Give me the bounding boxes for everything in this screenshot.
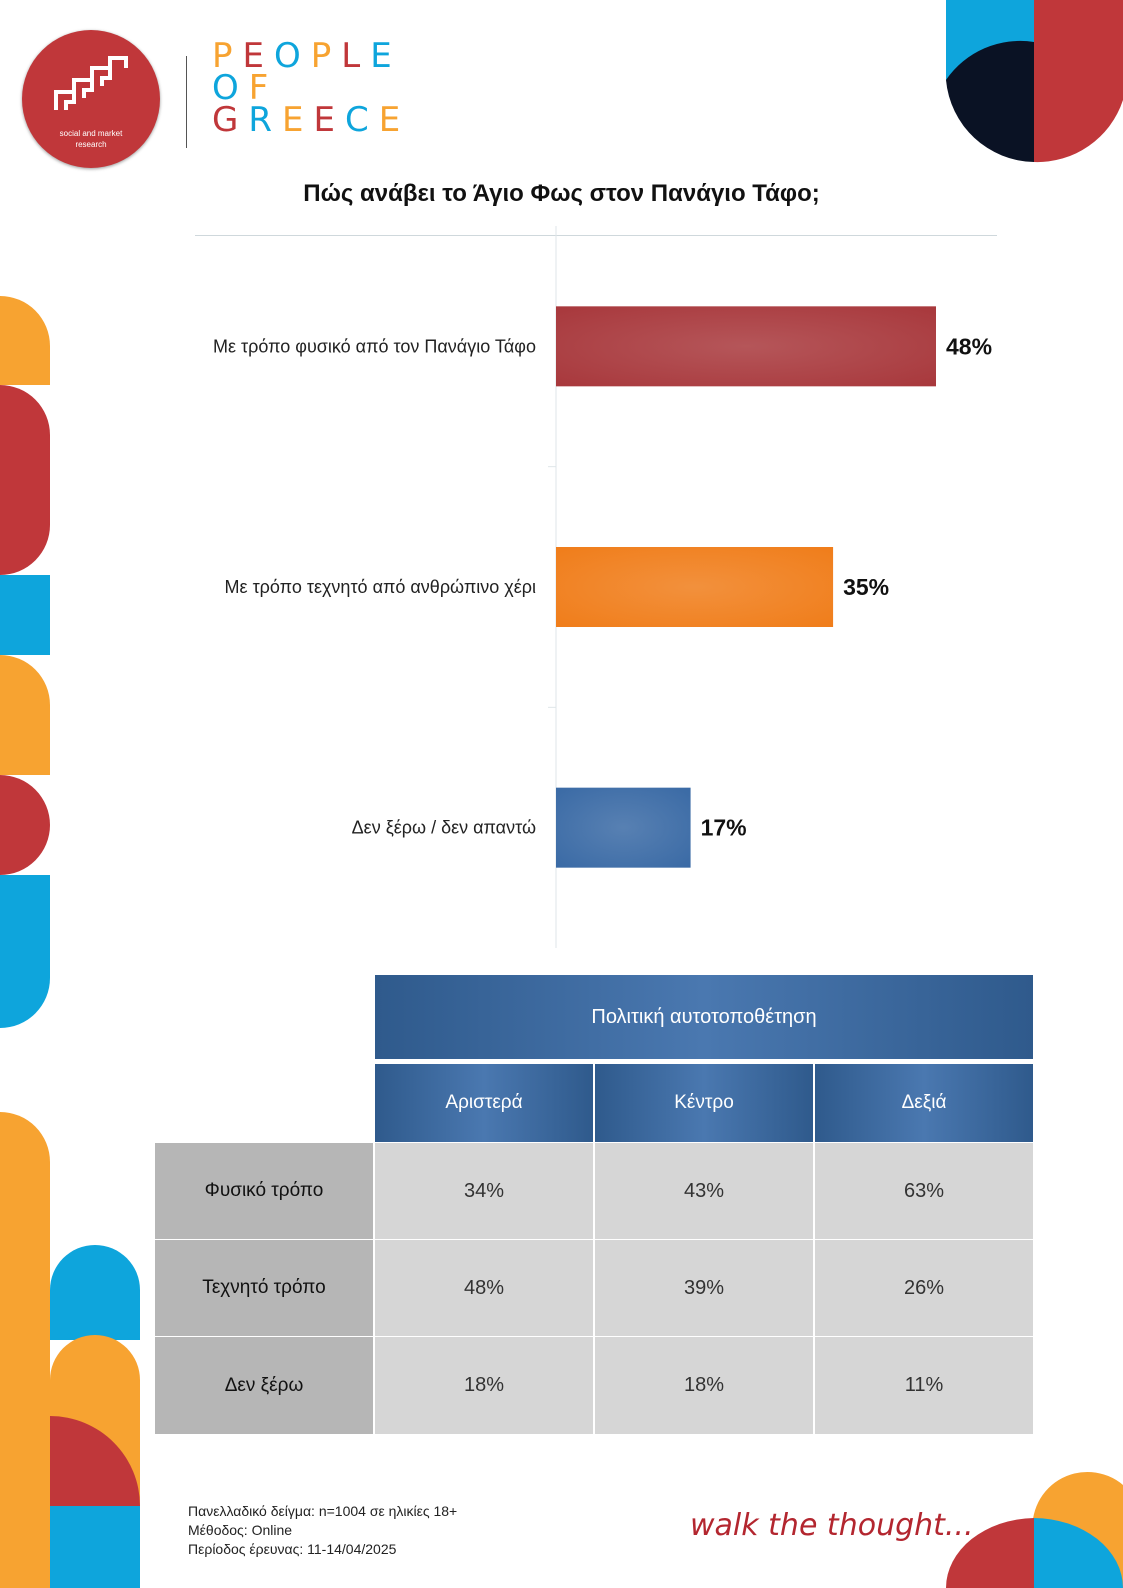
people-of-greece-wordmark: PEOPLE OF GREECE <box>212 39 410 137</box>
table-cell: 18% <box>375 1337 593 1434</box>
table-cell: 39% <box>595 1240 813 1336</box>
data-label: 35% <box>843 574 889 600</box>
table-cell: 48% <box>375 1240 593 1336</box>
bar <box>556 787 691 868</box>
logo-text: social and market research <box>22 128 160 150</box>
chart-title: Πώς ανάβει το Άγιο Φως στον Πανάγιο Τάφο… <box>303 180 820 207</box>
logo-line-1: social and market <box>59 129 123 138</box>
table-cell: 26% <box>815 1240 1033 1336</box>
logo-mark-icon <box>54 56 128 110</box>
wordmark-letter: P <box>212 36 243 76</box>
wordmark-line: GREECE <box>212 103 410 137</box>
table-row-label: Φυσικό τρόπο <box>155 1143 373 1239</box>
footer-line: Μέθοδος: Online <box>188 1522 293 1538</box>
wordmark-letter: P <box>310 36 342 76</box>
data-label: 17% <box>701 815 747 841</box>
wordmark-letter: E <box>378 100 411 140</box>
wordmark-letter: F <box>248 68 279 108</box>
table-col-header: Δεξιά <box>815 1064 1033 1142</box>
table-cell: 18% <box>595 1337 813 1434</box>
table-col-header: Κέντρο <box>595 1064 813 1142</box>
table-row-label: Δεν ξέρω <box>155 1337 373 1434</box>
title-divider <box>195 235 997 236</box>
footer-line: Πανελλαδικό δείγμα: n=1004 σε ηλικίες 18… <box>188 1503 458 1519</box>
footer-line: Περίοδος έρευνας: 11-14/04/2025 <box>188 1541 397 1557</box>
methodology-note: Πανελλαδικό δείγμα: n=1004 σε ηλικίες 18… <box>188 1502 457 1559</box>
wordmark-letter: E <box>313 100 345 140</box>
table-row-label: Τεχνητό τρόπο <box>155 1240 373 1336</box>
logo-line-2: research <box>75 140 107 149</box>
table-cell: 11% <box>815 1337 1033 1434</box>
slogan: walk the thought... <box>690 1508 974 1543</box>
bar <box>556 547 834 627</box>
wordmark-letter: R <box>248 100 282 140</box>
category-label: Με τρόπο τεχνητό από ανθρώπινο χέρι <box>225 577 536 597</box>
table-cell: 63% <box>815 1143 1033 1239</box>
bar <box>556 306 936 387</box>
table-cell: 43% <box>595 1143 813 1239</box>
table-title: Πολιτική αυτοτοποθέτηση <box>375 975 1033 1059</box>
category-label: Με τρόπο φυσικό από τον Πανάγιο Τάφο <box>213 336 536 356</box>
wordmark-line: PEOPLE <box>212 39 410 73</box>
table-col-header: Αριστερά <box>375 1064 593 1142</box>
wordmark-letter: E <box>242 36 274 76</box>
wordmark-letter: G <box>212 100 249 140</box>
data-label: 48% <box>946 333 992 359</box>
company-logo: social and market research <box>22 30 160 168</box>
wordmark-letter: C <box>344 100 379 140</box>
wordmark-letter: O <box>274 36 311 76</box>
wordmark-letter: L <box>341 36 371 76</box>
logo-divider <box>186 56 187 148</box>
wordmark-letter: O <box>212 68 249 108</box>
wordmark-letter: E <box>370 36 402 76</box>
wordmark-line: OF <box>212 71 410 105</box>
category-label: Δεν ξέρω / δεν απαντώ <box>352 818 536 838</box>
wordmark-letter: E <box>281 100 314 140</box>
bar-chart: Με τρόπο φυσικό από τον Πανάγιο Τάφο 48% Μ… <box>213 226 992 948</box>
table-cell: 34% <box>375 1143 593 1239</box>
